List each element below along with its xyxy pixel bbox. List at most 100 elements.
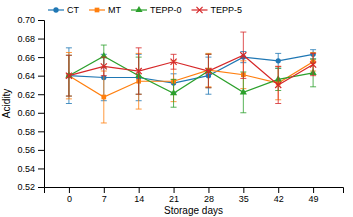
series bbox=[66, 48, 316, 104]
legend-item: TEPP-5 bbox=[192, 5, 243, 15]
y-tick-label: 0.68 bbox=[17, 34, 35, 44]
legend-label: TEPP-0 bbox=[150, 5, 182, 15]
y-tick-label: 0.70 bbox=[17, 15, 35, 25]
y-tick-mark bbox=[38, 94, 44, 95]
y-tick-label: 0.54 bbox=[17, 164, 35, 174]
y-tick-mark bbox=[38, 113, 44, 114]
error-bar bbox=[101, 57, 107, 76]
x-tick-label: 35 bbox=[239, 194, 249, 204]
x-tick: 7 bbox=[102, 187, 107, 204]
error-bar bbox=[275, 66, 281, 103]
data-point bbox=[276, 58, 281, 63]
y-tick-label: 0.58 bbox=[17, 127, 35, 137]
x-tick-mark bbox=[174, 187, 175, 193]
x-tick: 35 bbox=[239, 187, 249, 204]
y-tick: 0.62 bbox=[17, 90, 44, 100]
y-tick: 0.56 bbox=[17, 145, 44, 155]
x-tick-mark bbox=[278, 187, 279, 193]
y-axis: 0.52 0.54 0.56 0.58 0.60 0.62 0.64 0.66 0.68 0.70 bbox=[17, 15, 44, 192]
y-tick-mark bbox=[38, 76, 44, 77]
series-line bbox=[69, 54, 313, 83]
data-area bbox=[65, 32, 316, 123]
error-bar bbox=[205, 54, 211, 87]
y-tick: 0.68 bbox=[17, 34, 44, 44]
legend-label: CT bbox=[67, 5, 79, 15]
x-tick: 14 bbox=[134, 187, 144, 204]
legend-item: CT bbox=[48, 5, 79, 15]
legend-symbol bbox=[135, 6, 142, 12]
x-tick-label: 49 bbox=[309, 194, 319, 204]
data-point bbox=[205, 68, 211, 74]
y-tick-mark bbox=[38, 131, 44, 132]
y-tick-mark bbox=[38, 187, 44, 188]
x-tick: 21 bbox=[169, 187, 179, 204]
error-bar bbox=[171, 54, 177, 69]
x-tick: 0 bbox=[67, 187, 72, 204]
legend: CT MT TEPP-0 TEPP-5 bbox=[48, 5, 242, 15]
error-bar bbox=[310, 53, 316, 75]
y-tick-label: 0.64 bbox=[17, 71, 35, 81]
chart: 071421283542490.520.540.560.580.600.620.… bbox=[0, 0, 353, 217]
legend-item: TEPP-0 bbox=[131, 5, 182, 15]
data-point bbox=[170, 89, 177, 95]
x-tick: 49 bbox=[309, 187, 319, 204]
legend-label: MT bbox=[108, 5, 121, 15]
series-line bbox=[69, 55, 313, 85]
x-tick-mark bbox=[69, 187, 70, 193]
data-point bbox=[171, 59, 177, 65]
y-tick-mark bbox=[38, 168, 44, 169]
data-point bbox=[310, 61, 316, 67]
y-tick: 0.64 bbox=[17, 71, 44, 81]
x-tick-mark bbox=[208, 187, 209, 193]
error-bar bbox=[66, 55, 72, 96]
y-tick-mark bbox=[38, 57, 44, 58]
y-axis-line bbox=[38, 21, 45, 188]
y-tick-label: 0.56 bbox=[17, 145, 35, 155]
error-bar bbox=[136, 48, 142, 94]
data-point bbox=[275, 82, 281, 88]
series bbox=[66, 32, 316, 103]
error-bar bbox=[101, 71, 107, 123]
x-tick-mark bbox=[104, 187, 105, 193]
x-axis: 0 7 14 21 28 35 42 49 bbox=[45, 187, 344, 204]
y-tick-label: 0.60 bbox=[17, 108, 35, 118]
y-tick-label: 0.66 bbox=[17, 52, 35, 62]
data-point bbox=[101, 95, 106, 100]
legend-symbol bbox=[53, 7, 58, 12]
y-axis-title: Acidity bbox=[1, 89, 12, 118]
x-tick-label: 21 bbox=[169, 194, 179, 204]
data-point bbox=[240, 88, 247, 94]
y-tick: 0.58 bbox=[17, 127, 44, 137]
error-bar bbox=[240, 32, 246, 78]
y-tick-mark bbox=[38, 20, 44, 21]
data-point bbox=[240, 52, 246, 58]
y-tick: 0.52 bbox=[17, 182, 44, 192]
y-tick: 0.66 bbox=[17, 52, 44, 62]
y-tick: 0.60 bbox=[17, 108, 44, 118]
x-tick-label: 28 bbox=[204, 194, 214, 204]
y-tick: 0.54 bbox=[17, 164, 44, 174]
legend-symbol bbox=[95, 8, 100, 13]
x-tick: 42 bbox=[274, 187, 284, 204]
x-tick: 28 bbox=[204, 187, 214, 204]
plot: 071421283542490.520.540.560.580.600.620.… bbox=[17, 15, 343, 204]
legend-label: TEPP-5 bbox=[211, 5, 243, 15]
y-tick-mark bbox=[38, 150, 44, 151]
series-line bbox=[69, 56, 313, 93]
legend-symbol bbox=[196, 7, 202, 13]
x-tick-mark bbox=[139, 187, 140, 193]
y-tick-label: 0.62 bbox=[17, 90, 35, 100]
y-tick-mark bbox=[38, 39, 44, 40]
series bbox=[66, 52, 316, 123]
data-point bbox=[136, 68, 142, 74]
x-tick-mark bbox=[313, 187, 314, 193]
x-tick-mark bbox=[243, 187, 244, 193]
data-point bbox=[66, 73, 72, 79]
x-tick-label: 7 bbox=[102, 194, 107, 204]
x-axis-line bbox=[45, 188, 344, 194]
x-tick-label: 0 bbox=[67, 194, 72, 204]
x-axis-title: Storage days bbox=[164, 205, 223, 216]
data-point bbox=[101, 63, 107, 69]
x-tick-label: 42 bbox=[274, 194, 284, 204]
legend-item: MT bbox=[89, 5, 121, 15]
